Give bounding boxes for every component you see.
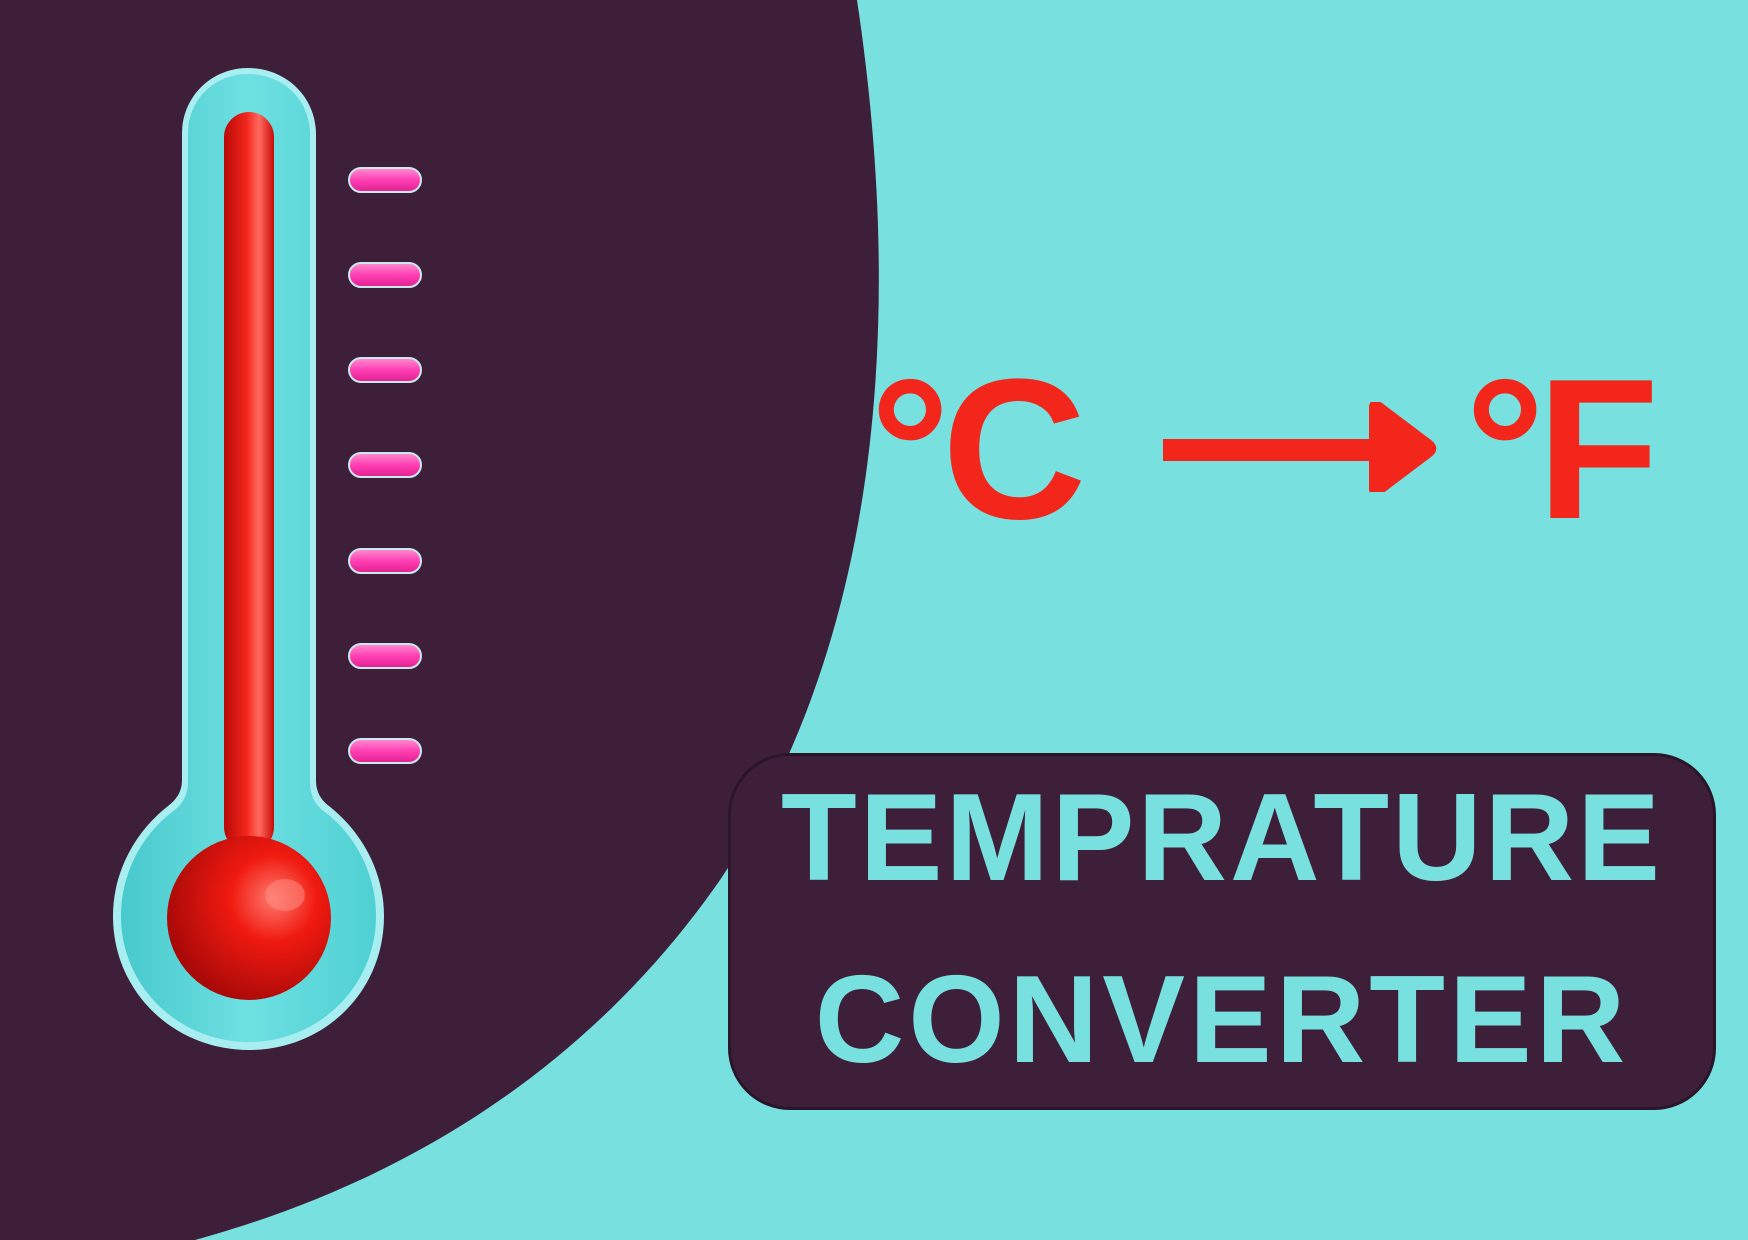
- fahrenheit-symbol: °F: [1465, 338, 1659, 561]
- tick-mark: [348, 357, 422, 383]
- thermometer-icon: [113, 68, 384, 1050]
- title-line-2: CONVERTER: [814, 951, 1630, 1089]
- tick-mark: [348, 262, 422, 288]
- tick-mark: [348, 452, 422, 478]
- conversion-formula: °C °F: [870, 350, 1690, 550]
- celsius-symbol: °C: [870, 338, 1086, 561]
- tick-mark: [348, 167, 422, 193]
- title-panel: TEMPRATURE CONVERTER: [728, 753, 1716, 1110]
- right-arrow-icon: [1163, 402, 1437, 492]
- tick-mark: [348, 548, 422, 574]
- title-line-1: TEMPRATURE: [781, 769, 1663, 907]
- thermometer-ticks: [348, 167, 422, 764]
- tick-mark: [348, 738, 422, 764]
- tick-mark: [348, 643, 422, 669]
